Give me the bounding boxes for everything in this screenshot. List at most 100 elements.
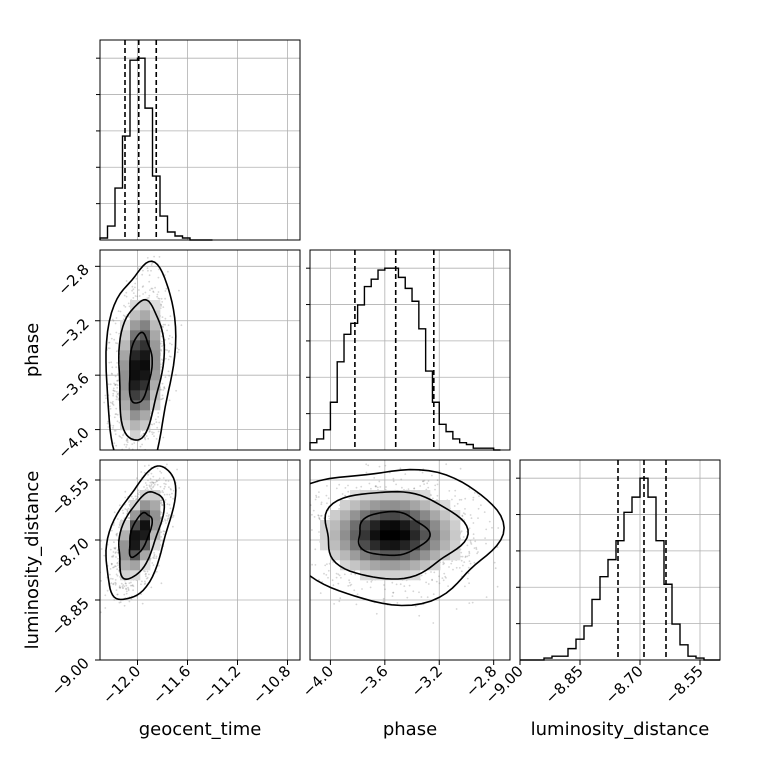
scatter-point — [122, 586, 124, 588]
scatter-point — [347, 585, 349, 587]
scatter-point — [136, 296, 138, 298]
scatter-point — [344, 574, 346, 576]
scatter-point — [156, 438, 158, 440]
scatter-point — [444, 576, 446, 578]
scatter-point — [428, 480, 430, 482]
scatter-point — [421, 575, 423, 577]
scatter-point — [116, 362, 118, 364]
scatter-point — [119, 585, 121, 587]
scatter-point — [169, 494, 171, 496]
scatter-point — [132, 288, 134, 290]
histogram-phase — [306, 250, 510, 450]
scatter-point — [111, 373, 113, 375]
scatter-point — [112, 395, 114, 397]
scatter-point — [142, 270, 144, 272]
panel-background — [310, 250, 510, 450]
scatter-point — [113, 339, 115, 341]
scatter-point — [178, 290, 180, 292]
scatter-point — [144, 582, 146, 584]
scatter-point — [112, 425, 114, 427]
scatter-point — [114, 430, 116, 432]
scatter-point — [445, 463, 447, 465]
scatter-point — [125, 582, 127, 584]
scatter-point — [111, 564, 113, 566]
scatter-point — [132, 498, 134, 500]
scatter-point — [405, 590, 407, 592]
scatter-point — [153, 432, 155, 434]
scatter-point — [443, 563, 445, 565]
scatter-point — [143, 458, 145, 460]
scatter-point — [168, 371, 170, 373]
scatter-point — [107, 426, 109, 428]
scatter-point — [158, 298, 160, 300]
scatter-point — [384, 588, 386, 590]
scatter-point — [111, 582, 113, 584]
scatter-point — [125, 292, 127, 294]
scatter-point — [131, 496, 133, 498]
scatter-point — [463, 561, 465, 563]
scatter-point — [153, 552, 155, 554]
scatter-point — [127, 439, 129, 441]
scatter-point — [145, 575, 147, 577]
scatter-point — [151, 481, 153, 483]
scatter-point — [173, 490, 175, 492]
scatter-point — [178, 349, 180, 351]
scatter-point — [124, 508, 126, 510]
scatter-point — [460, 468, 462, 470]
scatter-point — [150, 587, 152, 589]
scatter-point — [123, 594, 125, 596]
scatter-point — [468, 555, 470, 557]
scatter-point — [155, 557, 157, 559]
scatter-point — [107, 423, 109, 425]
scatter-point — [116, 395, 118, 397]
scatter-point — [169, 356, 171, 358]
scatter-point — [465, 556, 467, 558]
scatter-point — [104, 594, 106, 596]
scatter-point — [400, 468, 402, 470]
scatter-point — [105, 397, 107, 399]
scatter-point — [125, 306, 127, 308]
scatter-point — [116, 535, 118, 537]
scatter-point — [113, 566, 115, 568]
density-cell — [330, 530, 340, 540]
scatter-point — [156, 421, 158, 423]
scatter-point — [113, 442, 115, 444]
scatter-point — [114, 384, 116, 386]
scatter-point — [162, 398, 164, 400]
scatter-point — [152, 476, 154, 478]
scatter-point — [157, 484, 159, 486]
scatter-point — [158, 431, 160, 433]
density-cell — [130, 380, 140, 390]
scatter-point — [113, 541, 115, 543]
scatter-point — [338, 484, 340, 486]
scatter-point — [107, 347, 109, 349]
density-cell — [140, 500, 150, 510]
scatter-point — [148, 454, 150, 456]
scatter-point — [147, 438, 149, 440]
scatter-point — [462, 565, 464, 567]
scatter-point — [111, 402, 113, 404]
scatter-point — [468, 488, 470, 490]
scatter-point — [105, 395, 107, 397]
scatter-point — [181, 324, 183, 326]
scatter-point — [164, 519, 166, 521]
scatter-point — [427, 596, 429, 598]
scatter-point — [153, 486, 155, 488]
scatter-point — [132, 297, 134, 299]
scatter-point — [135, 295, 137, 297]
scatter-point — [162, 437, 164, 439]
scatter-point — [118, 526, 120, 528]
scatter-point — [147, 270, 149, 272]
scatter-point — [378, 481, 380, 483]
scatter-point — [132, 286, 134, 288]
scatter-point — [124, 295, 126, 297]
scatter-point — [163, 483, 165, 485]
scatter-point — [333, 603, 335, 605]
scatter-point — [159, 471, 161, 473]
scatter-point — [142, 453, 144, 455]
scatter-point — [461, 515, 463, 517]
scatter-point — [166, 330, 168, 332]
scatter-point — [129, 456, 131, 458]
scatter-point — [168, 324, 170, 326]
scatter-point — [158, 291, 160, 293]
